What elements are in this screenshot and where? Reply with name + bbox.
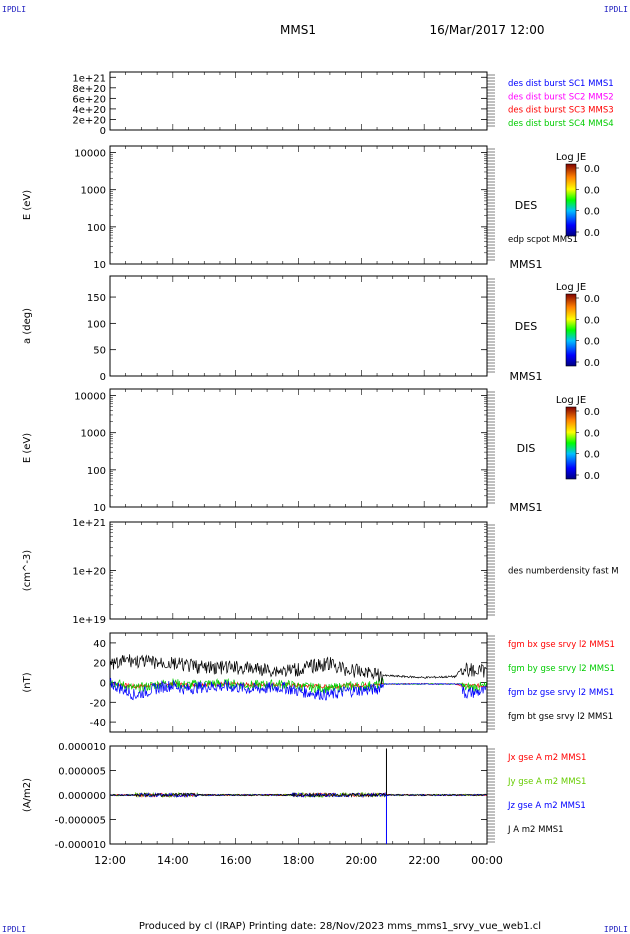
legend-entry: fgm bz gse srvy l2 MMS1	[508, 688, 614, 698]
footer-text: Produced by cl (IRAP) Printing date: 28/…	[139, 921, 541, 932]
y-tick-label: 20	[93, 659, 106, 670]
y-tick-label: 10000	[74, 149, 106, 160]
y-axis-label: E (eV)	[22, 433, 33, 463]
panel-frame-des-pitch	[109, 275, 488, 377]
y-tick-label: 0.000010	[58, 742, 106, 753]
colorbar-tick-label: 0.0	[584, 471, 600, 482]
legend-entry: fgm by gse srvy l2 MMS1	[508, 664, 615, 674]
y-axis-label: (nT)	[22, 672, 33, 692]
x-tick-label: 22:00	[408, 854, 440, 867]
legend-entry: des numberdensity fast M	[508, 567, 619, 577]
header-left-tag: IPDLI	[2, 5, 27, 14]
y-tick-label: 100	[87, 466, 106, 477]
y-tick-label: 1000	[81, 186, 106, 197]
legend-entry: des dist burst SC1 MMS1	[508, 79, 614, 89]
colorbar	[565, 406, 577, 480]
legend-entry: Jy gse A m2 MMS1	[507, 777, 586, 787]
y-tick-label: 0.000000	[58, 791, 106, 802]
y-axis-label: (cm^-3)	[22, 550, 33, 591]
colorbar-tick-label: 0.0	[584, 358, 600, 369]
y-tick-label: -0.000005	[55, 816, 106, 827]
colorbar-tick-label: 0.0	[584, 185, 600, 196]
panel-frame-dis-energy	[109, 388, 488, 508]
header-right-tag: IPDLI	[603, 5, 628, 14]
colorbar-tick-label: 0.0	[584, 428, 600, 439]
series-bt	[109, 654, 487, 685]
legend-entry: fgm bt gse srvy l2 MMS1	[508, 712, 613, 722]
x-tick-label: 18:00	[283, 854, 315, 867]
colorbar-tick-label: 0.0	[584, 315, 600, 326]
datetime-title: 16/Mar/2017 12:00	[430, 23, 545, 37]
y-tick-label: 50	[93, 346, 106, 357]
y-tick-label: 0	[100, 372, 106, 383]
panel-side-label: DES	[515, 199, 537, 212]
panel-bottom-label: MMS1	[510, 501, 543, 514]
y-tick-label: 40	[93, 639, 106, 650]
y-tick-label: 0	[100, 126, 106, 137]
y-axis-label: (A/m2)	[22, 778, 33, 812]
y-tick-label: 1e+19	[72, 615, 106, 626]
y-tick-label: 100	[87, 223, 106, 234]
legend-entry: des dist burst SC2 MMS2	[508, 92, 614, 102]
footer-right-tag: IPDLI	[603, 925, 628, 934]
colorbar-tick-label: 0.0	[584, 164, 600, 175]
y-tick-label: 1e+21	[72, 518, 106, 529]
colorbar	[565, 163, 577, 237]
y-tick-label: 10	[93, 260, 106, 271]
y-tick-label: 150	[87, 293, 106, 304]
legend-entry: Jz gse A m2 MMS1	[507, 801, 586, 811]
y-tick-label: -40	[90, 718, 106, 729]
y-tick-label: 8e+20	[72, 84, 106, 95]
legend-entry: J A m2 MMS1	[507, 825, 564, 835]
x-tick-label: 00:00	[471, 854, 503, 867]
legend-entry: des dist burst SC4 MMS4	[508, 119, 614, 129]
y-axis-label: E (eV)	[22, 190, 33, 220]
y-tick-label: 100	[87, 319, 106, 330]
mission-title: MMS1	[280, 23, 316, 37]
y-tick-label: 1e+20	[72, 567, 106, 578]
y-tick-label: 0.000005	[58, 767, 106, 778]
panel-bottom-label: MMS1	[510, 258, 543, 271]
panel-frame-des-energy	[109, 145, 488, 265]
series-bz	[109, 677, 487, 701]
colorbar-tick-label: 0.0	[584, 207, 600, 218]
footer-left-tag: IPDLI	[2, 925, 27, 934]
y-tick-label: 2e+20	[72, 115, 106, 126]
y-tick-label: 0	[100, 679, 106, 690]
colorbar-tick-label: 0.0	[584, 294, 600, 305]
y-tick-label: 4e+20	[72, 105, 106, 116]
x-tick-label: 16:00	[220, 854, 252, 867]
y-tick-label: 1e+21	[72, 73, 106, 84]
panel-bottom-label: MMS1	[510, 370, 543, 383]
panel-frame-density	[109, 521, 488, 620]
x-tick-label: 14:00	[157, 854, 189, 867]
colorbar-title: Log JE	[556, 282, 586, 293]
panel-side-label: DIS	[517, 442, 536, 455]
y-tick-label: 10	[93, 503, 106, 514]
colorbar-tick-label: 0.0	[584, 228, 600, 239]
colorbar-tick-label: 0.0	[584, 407, 600, 418]
panel-extra-label: edp scpot MMS1	[508, 235, 578, 245]
panel-side-label: DES	[515, 320, 537, 333]
legend-entry: fgm bx gse srvy l2 MMS1	[508, 640, 615, 650]
legend-entry: Jx gse A m2 MMS1	[507, 753, 586, 763]
y-tick-label: 1000	[81, 429, 106, 440]
y-tick-label: 10000	[74, 392, 106, 403]
y-axis-label: a (deg)	[22, 308, 33, 344]
y-tick-label: -20	[90, 698, 106, 709]
legend-entry: des dist burst SC3 MMS3	[508, 106, 614, 116]
x-tick-label: 20:00	[345, 854, 377, 867]
y-tick-label: 6e+20	[72, 94, 106, 105]
colorbar	[565, 293, 577, 367]
panel-frame-dist	[109, 71, 488, 131]
colorbar-tick-label: 0.0	[584, 337, 600, 348]
series-j	[109, 792, 488, 798]
colorbar-tick-label: 0.0	[584, 450, 600, 461]
x-tick-label: 12:00	[94, 854, 126, 867]
colorbar-title: Log JE	[556, 395, 586, 406]
colorbar-title: Log JE	[556, 152, 586, 163]
y-tick-label: -0.000010	[55, 840, 106, 851]
panel-frame-fgm	[109, 632, 488, 733]
